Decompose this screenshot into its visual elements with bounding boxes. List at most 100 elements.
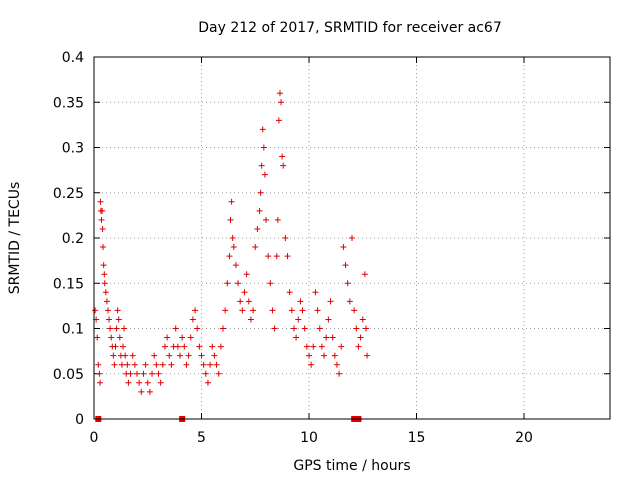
- data-point: [106, 316, 113, 323]
- data-point: [314, 307, 321, 314]
- data-point: [101, 280, 108, 287]
- data-point: [327, 298, 334, 305]
- data-point: [342, 262, 349, 269]
- data-point: [230, 244, 237, 251]
- data-point: [351, 307, 358, 314]
- data-point: [243, 271, 250, 278]
- y-tick-label: 0.25: [53, 186, 84, 202]
- data-point: [95, 361, 102, 368]
- data-point: [286, 289, 293, 296]
- data-point: [114, 307, 121, 314]
- data-point: [241, 289, 248, 296]
- data-point: [279, 153, 286, 160]
- data-point: [129, 352, 136, 359]
- data-point: [113, 325, 120, 332]
- data-point: [108, 334, 115, 341]
- data-point: [353, 325, 360, 332]
- data-point: [122, 352, 129, 359]
- data-point: [110, 352, 117, 359]
- data-point: [265, 253, 272, 260]
- data-point: [209, 343, 216, 350]
- data-point: [222, 307, 229, 314]
- data-point: [276, 90, 283, 97]
- data-point: [142, 361, 149, 368]
- data-point: [271, 325, 278, 332]
- data-point: [263, 216, 269, 223]
- data-point: [275, 117, 282, 124]
- data-point: [217, 343, 224, 350]
- data-point: [250, 307, 257, 314]
- data-point: [362, 325, 369, 332]
- data-point: [227, 216, 234, 223]
- data-point: [138, 388, 145, 395]
- data-point: [267, 280, 274, 287]
- y-tick-label: 0.05: [53, 367, 84, 383]
- data-point: [196, 343, 203, 350]
- data-point: [232, 262, 239, 269]
- data-point: [269, 307, 276, 314]
- data-point: [97, 379, 104, 386]
- data-point: [361, 271, 368, 278]
- data-point: [194, 325, 201, 332]
- data-point: [183, 361, 190, 368]
- data-point: [187, 334, 194, 341]
- data-point: [333, 361, 340, 368]
- data-point: [111, 361, 118, 368]
- data-point: [318, 343, 325, 350]
- data-point: [224, 280, 231, 287]
- y-tick-label: 0.4: [62, 50, 84, 66]
- data-point: [323, 334, 330, 341]
- y-tick-label: 0.15: [53, 276, 84, 292]
- data-point: [257, 189, 264, 196]
- data-point: [101, 271, 108, 278]
- data-point: [321, 352, 328, 359]
- data-point: [181, 343, 188, 350]
- data-point: [254, 225, 261, 232]
- data-point: [207, 361, 214, 368]
- data-point: [340, 244, 347, 251]
- y-tick-label: 0: [75, 412, 84, 428]
- data-point: [297, 298, 304, 305]
- data-point: [211, 352, 218, 359]
- axis-ticks: 0 0.05 0.1 0.15 0.2 0.25 0.3 0.35 0.4 0 5 10 15 20: [53, 50, 610, 446]
- data-point: [346, 298, 353, 305]
- data-point: [295, 316, 302, 323]
- data-point: [336, 370, 343, 377]
- data-point: [200, 361, 207, 368]
- y-axis-label: SRMTID / TECUs: [7, 182, 23, 295]
- data-point: [151, 352, 158, 359]
- x-tick-label: 20: [515, 430, 533, 446]
- data-point: [228, 198, 235, 205]
- data-point: [293, 334, 300, 341]
- data-point: [301, 325, 308, 332]
- data-point: [288, 307, 295, 314]
- data-point: [306, 352, 312, 359]
- data-point: [121, 325, 128, 332]
- data-point: [166, 352, 173, 359]
- data-point: [312, 289, 319, 296]
- data-point: [215, 370, 222, 377]
- plot-frame: [93, 56, 611, 420]
- data-point: [149, 370, 156, 377]
- data-point: [274, 216, 281, 223]
- data-point: [310, 343, 317, 350]
- data-point: [98, 216, 105, 223]
- data-point: [189, 316, 196, 323]
- data-point: [364, 352, 371, 359]
- data-point: [92, 307, 99, 314]
- data-point: [174, 343, 181, 350]
- data-point: [239, 307, 246, 314]
- data-point: [344, 280, 351, 287]
- data-point: [164, 334, 171, 341]
- data-point: [325, 316, 332, 323]
- data-point: [235, 280, 242, 287]
- data-point: [247, 316, 254, 323]
- data-point: [140, 370, 147, 377]
- data-point: [102, 289, 109, 296]
- data-point: [99, 225, 106, 232]
- data-points: [92, 90, 371, 395]
- data-point: [204, 379, 211, 386]
- data-point: [329, 334, 336, 341]
- data-point: [120, 343, 127, 350]
- data-point: [96, 370, 103, 377]
